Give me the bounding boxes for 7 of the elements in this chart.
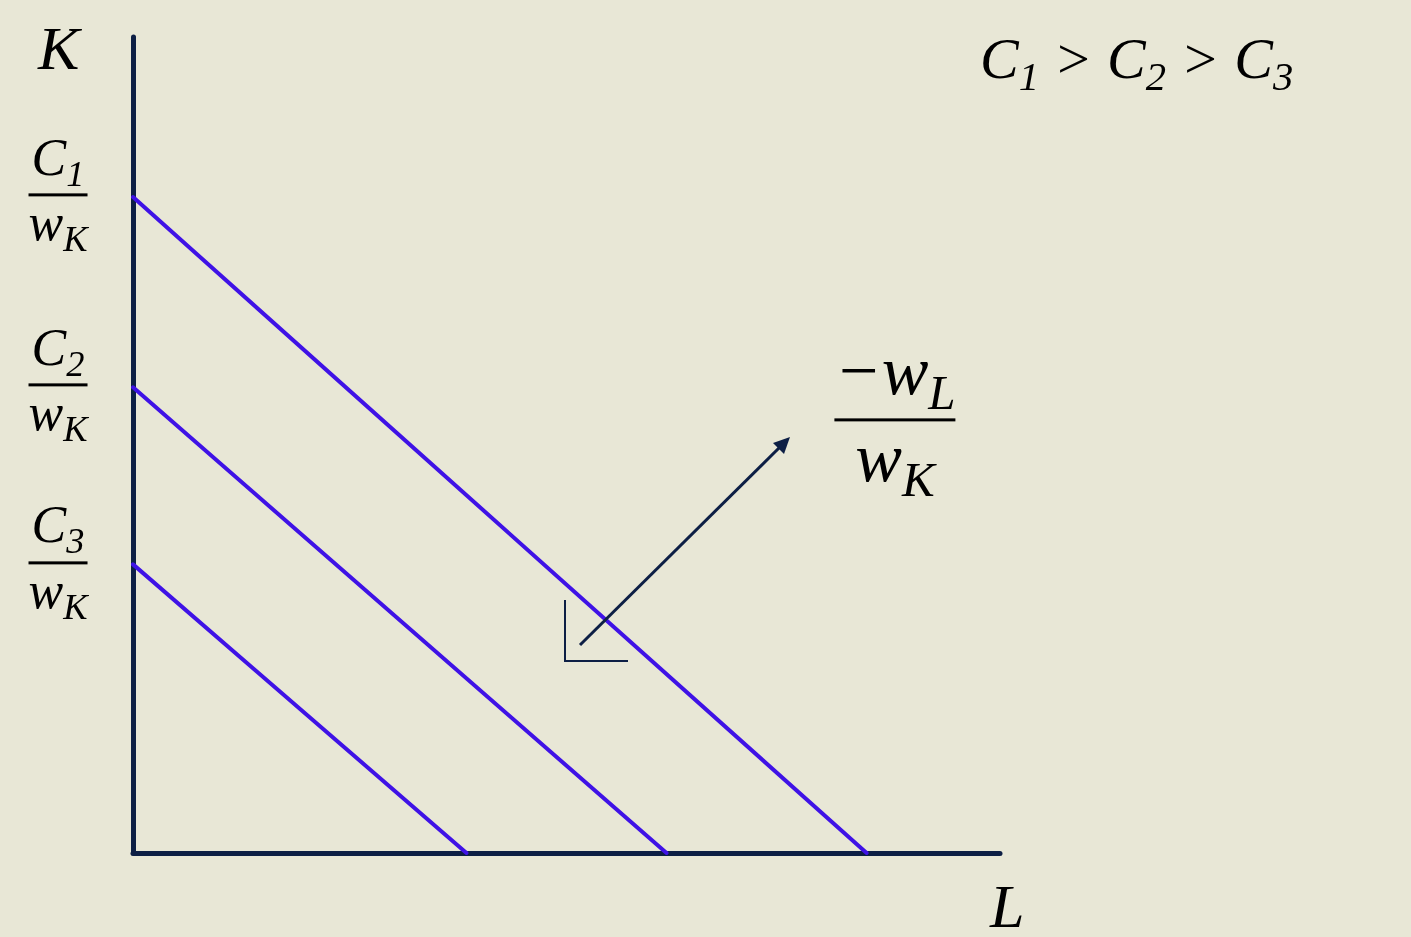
text: C$_{1}$ w$_{K}$ bbox=[28, 129, 88, 260]
text: C$_{2}$ w$_{K}$ bbox=[28, 319, 88, 450]
x-axis-title: L bbox=[990, 872, 1025, 937]
y-axis-title: K bbox=[38, 14, 80, 82]
annotation: −w$_{L}$ w$_{K}$ bbox=[834, 332, 956, 508]
text: C$_{3}$ w$_{K}$ bbox=[28, 496, 88, 627]
text: C$_{1}$ > C$_{2}$ > C$_{3}$ bbox=[980, 26, 1294, 100]
